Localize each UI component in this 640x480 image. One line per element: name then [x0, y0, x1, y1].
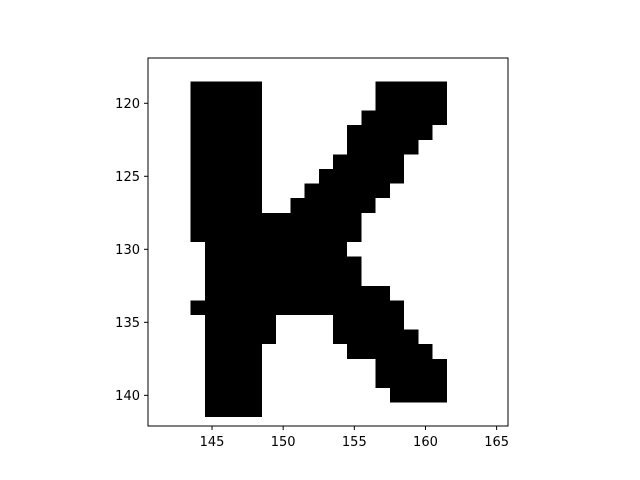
pixel-run-28	[332, 329, 419, 345]
pixel-run-2	[190, 95, 262, 111]
pixel-run-7	[347, 125, 433, 140]
pixel-run-37	[204, 402, 262, 418]
pixel-run-34	[375, 373, 447, 389]
plot-area	[190, 81, 447, 418]
pixel-run-19	[190, 227, 362, 242]
pixel-run-30	[347, 344, 433, 359]
pixel-run-26	[332, 315, 405, 330]
pixel-run-4	[190, 110, 262, 126]
x-axis: 145 150 155 160 165	[200, 426, 509, 450]
pixel-run-0	[190, 81, 262, 96]
x-tick-label: 165	[484, 435, 509, 450]
pixel-run-3	[375, 95, 447, 111]
y-tick-label: 120	[115, 97, 140, 112]
pixel-run-31	[204, 358, 262, 374]
pixel-run-12	[190, 168, 262, 184]
y-tick-label: 125	[115, 170, 140, 185]
pixel-run-15	[304, 183, 390, 199]
pixel-run-20	[204, 242, 348, 257]
pixel-run-22	[204, 271, 362, 286]
pixel-run-33	[204, 373, 262, 389]
x-tick-label: 155	[342, 435, 367, 450]
pixel-run-1	[375, 81, 447, 96]
pixel-run-10	[190, 154, 262, 169]
x-tick-label: 160	[413, 435, 438, 450]
pixel-run-5	[361, 110, 447, 126]
x-tick-label: 150	[271, 435, 296, 450]
pixel-run-35	[204, 388, 262, 403]
y-axis: 120 125 130 135 140	[115, 97, 148, 404]
pixel-run-29	[204, 344, 262, 359]
pixel-run-8	[190, 139, 262, 155]
y-tick-label: 140	[115, 389, 140, 404]
pixel-run-24	[190, 300, 405, 316]
pixel-run-9	[347, 139, 419, 155]
axes-frame	[147, 57, 509, 427]
pixel-run-11	[332, 154, 405, 169]
pixel-run-6	[190, 125, 262, 140]
pixel-run-23	[204, 285, 390, 301]
pixel-run-21	[204, 256, 362, 272]
pixel-run-36	[389, 388, 447, 403]
y-tick-label: 135	[115, 316, 140, 331]
pixel-run-32	[375, 358, 447, 374]
pixel-run-18	[190, 212, 362, 228]
pixel-run-13	[318, 168, 405, 184]
pixel-run-16	[190, 198, 262, 213]
pixel-run-27	[204, 329, 277, 345]
y-tick-label: 130	[115, 243, 140, 258]
x-tick-label: 145	[200, 435, 225, 450]
pixel-run-14	[190, 183, 262, 199]
pixel-run-25	[204, 315, 277, 330]
pixel-run-17	[290, 198, 376, 213]
